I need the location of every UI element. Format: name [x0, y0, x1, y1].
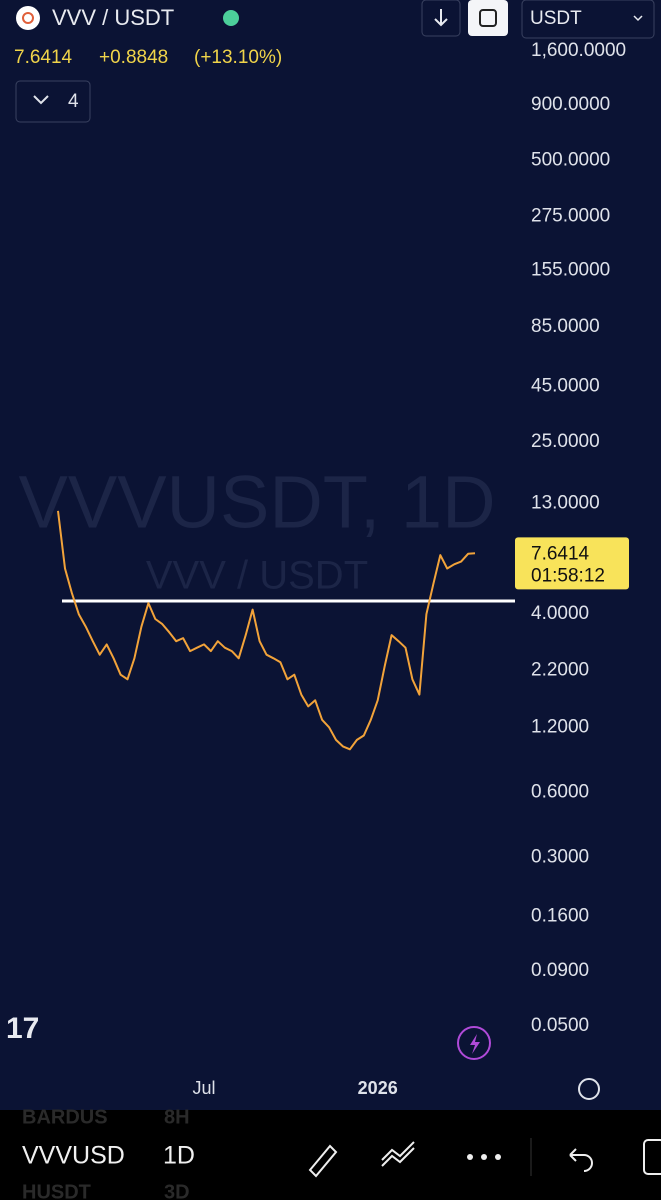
y-tick-label: 900.0000 — [531, 94, 610, 115]
ghost-symbol: BARDUS — [22, 1106, 108, 1128]
symbol[interactable]: VVVUSD — [22, 1142, 125, 1170]
y-tick-label: 0.3000 — [531, 847, 589, 868]
ghost-symbol: HUSDT — [22, 1181, 91, 1200]
y-tick-label: 1,600.0000 — [531, 40, 626, 61]
coin-icon — [16, 6, 40, 30]
ghost-interval: 3D — [164, 1181, 190, 1200]
settings-icon[interactable] — [578, 1078, 600, 1100]
panel-button[interactable] — [643, 1139, 661, 1175]
chevron-icon — [33, 95, 49, 105]
interval[interactable]: 1D — [163, 1142, 195, 1170]
trend-tool[interactable] — [381, 1141, 415, 1167]
y-tick-label: 0.1600 — [531, 906, 589, 927]
y-tick-label: 45.0000 — [531, 376, 600, 397]
last-price-box — [515, 537, 629, 590]
y-tick-label: 0.6000 — [531, 782, 589, 803]
more-button[interactable] — [467, 1154, 501, 1160]
pair-title: VVV / USDT — [52, 5, 174, 30]
quote-currency: USDT — [530, 8, 582, 29]
watermark-sub: VVV / USDT — [146, 554, 368, 598]
countdown: 01:58:12 — [531, 565, 605, 586]
y-tick-label: 85.0000 — [531, 316, 600, 337]
fullscreen-button[interactable] — [468, 0, 508, 36]
draw-tool[interactable] — [308, 1144, 338, 1178]
bottom-bar — [0, 1110, 661, 1200]
y-tick-label: 1.2000 — [531, 716, 589, 737]
last-price-label: 7.6414 — [531, 543, 590, 564]
y-tick-label: 275.0000 — [531, 206, 610, 227]
y-tick-label: 25.0000 — [531, 431, 600, 452]
download-icon — [434, 9, 448, 27]
quote-select[interactable] — [521, 0, 655, 39]
x-tick-label: Jul — [192, 1078, 215, 1098]
price-change: +0.8848 — [99, 47, 168, 68]
undo-button[interactable] — [569, 1148, 593, 1172]
select-chevron — [633, 15, 643, 22]
price: 7.6414 — [14, 47, 73, 68]
y-tick-label: 13.0000 — [531, 492, 600, 513]
y-tick-label: 2.2000 — [531, 659, 589, 680]
lightning-button[interactable] — [457, 1026, 491, 1060]
x-tick-label: 2026 — [358, 1078, 398, 1098]
ghost-interval: 8H — [164, 1106, 190, 1128]
indicator-toggle[interactable] — [15, 80, 91, 123]
watermark: VVVUSDT, 1D — [18, 461, 495, 544]
price-change-pct: (+13.10%) — [194, 47, 282, 68]
y-tick-label: 155.0000 — [531, 259, 610, 280]
fullscreen-icon — [479, 9, 497, 27]
y-tick-label: 0.0500 — [531, 1015, 589, 1036]
status-dot — [223, 10, 239, 26]
indicator-count: 4 — [68, 91, 79, 112]
lightning-icon — [470, 1034, 480, 1054]
plot: 1,600.0000 900.0000 500.0000 275.0000 155.00… — [57, 40, 629, 1098]
y-tick-label: 500.0000 — [531, 149, 610, 170]
y-tick-label: 4.0000 — [531, 603, 589, 624]
brand-logo: 17 — [6, 1012, 39, 1045]
coin-icon-mark — [22, 12, 34, 24]
y-tick-label: 0.0900 — [531, 960, 589, 981]
price-line — [57, 510, 476, 751]
